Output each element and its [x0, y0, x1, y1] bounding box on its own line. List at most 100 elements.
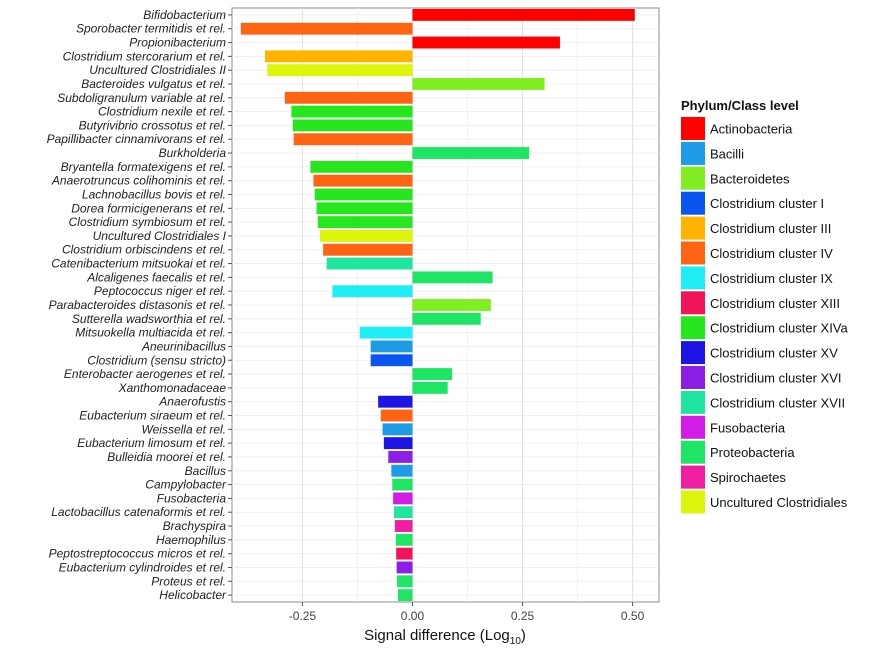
legend-swatch [681, 191, 705, 215]
y-tick-label: Bifidobacterium [143, 8, 226, 22]
bar [412, 312, 481, 325]
x-axis-label-subscript: 10 [510, 636, 522, 647]
bar [284, 91, 413, 104]
plot-panel [231, 7, 660, 603]
y-tick-label: Clostridium orbiscindens et rel. [62, 243, 226, 257]
bar [317, 216, 413, 229]
y-tick-label: Dorea formicigenerans et rel. [71, 201, 226, 215]
y-tick-label: Subdoligranulum variable at rel. [57, 91, 226, 105]
bar [313, 174, 413, 187]
bar [316, 202, 413, 215]
legend-label: Actinobacteria [710, 122, 793, 137]
y-tick-label: Bacillus [185, 464, 226, 478]
y-tick-label: Clostridium symbiosum et rel. [69, 215, 226, 229]
x-axis-label: Signal difference (Log10) [364, 627, 526, 647]
y-tick-label: Alcaligenes faecalis et rel. [86, 270, 226, 284]
bar [310, 160, 413, 173]
y-tick-label: Mitsuokella multiacida et rel. [75, 326, 226, 340]
y-tick-label: Clostridium nexile et rel. [98, 105, 226, 119]
y-tick-label: Butyrivibrio crossotus et rel. [79, 118, 226, 132]
legend-swatch [681, 316, 705, 340]
y-tick-label: Helicobacter [159, 588, 227, 602]
legend: Phylum/Class level Actinobacteria Bacilli… [681, 98, 849, 514]
bar [397, 589, 413, 602]
bar [388, 451, 413, 463]
bar [314, 188, 413, 201]
bar [393, 506, 413, 519]
y-tick-label: Haemophilus [156, 533, 226, 547]
y-tick-label: Lachnobacillus bovis et rel. [82, 187, 226, 201]
bar [412, 78, 545, 90]
y-tick-label: Bryantella formatexigens et rel. [61, 160, 226, 174]
bar [265, 50, 413, 63]
y-tick-label: Papillibacter cinnamivorans et rel. [47, 132, 226, 146]
legend-swatch [681, 390, 705, 414]
y-tick-label: Bacteroides vulgatus et rel. [81, 77, 226, 91]
legend-label: Clostridium cluster IX [710, 271, 833, 286]
bar [323, 243, 413, 256]
legend-swatch [681, 117, 705, 140]
bar [293, 133, 413, 146]
bar [412, 299, 491, 311]
bar [359, 326, 413, 339]
legend-swatch [681, 166, 705, 190]
y-tick-label: Parabacteroides distasonis et rel. [49, 298, 226, 312]
y-tick-label: Eubacterium siraeum et rel. [79, 409, 226, 423]
bar [292, 119, 413, 132]
legend-label: Clostridium cluster I [710, 196, 824, 211]
bar [291, 105, 413, 118]
y-tick-label: Fusobacteria [157, 491, 227, 505]
legend-label: Bacilli [710, 146, 744, 161]
legend-items: Actinobacteria Bacilli Bacteroidetes Clostr… [681, 117, 849, 514]
bar [397, 575, 413, 588]
bar [240, 22, 413, 35]
x-axis-label-text: Signal difference (Log [364, 627, 510, 644]
legend-swatch [681, 341, 705, 365]
bar [412, 368, 453, 381]
bar [382, 423, 413, 436]
bar [412, 381, 448, 394]
legend-swatch [681, 490, 705, 514]
bar [267, 64, 413, 77]
legend-title: Phylum/Class level [681, 98, 799, 113]
x-axis-label-close: ) [521, 627, 526, 644]
bar [332, 285, 413, 298]
legend-label: Clostridium cluster XV [710, 346, 838, 361]
bar [412, 8, 635, 21]
x-axis-ticks: -0.25 0.00 0.25 0.50 [289, 602, 645, 623]
bar [392, 478, 413, 491]
y-tick-label: Peptostreptococcus micros et rel. [49, 547, 226, 561]
bar [370, 354, 413, 367]
legend-swatch [681, 266, 705, 290]
y-tick-label: Burkholderia [159, 146, 227, 160]
bar [380, 409, 413, 422]
legend-label: Clostridium cluster XVI [710, 371, 841, 386]
legend-label: Bacteroidetes [710, 171, 790, 186]
legend-swatch [681, 141, 705, 165]
legend-label: Spirochaetes [710, 470, 786, 485]
legend-label: Proteobacteria [710, 445, 795, 460]
y-tick-label: Propionibacterium [129, 36, 226, 50]
y-tick-label: Brachyspira [163, 519, 227, 533]
bar [396, 561, 413, 574]
legend-swatch [681, 366, 705, 389]
bar [394, 520, 413, 532]
y-tick-label: Lactobacillus catenaformis et rel. [51, 505, 226, 519]
y-tick-label: Uncultured Clostridiales I [93, 229, 227, 243]
x-tick-label: 0.25 [511, 609, 535, 623]
legend-label: Clostridium cluster XIVa [710, 321, 849, 336]
bar [370, 340, 413, 353]
legend-swatch [681, 291, 705, 315]
x-tick-label: 0.50 [621, 609, 645, 623]
y-tick-label: Catenibacterium mitsuokai et rel. [51, 257, 226, 271]
bar [412, 36, 560, 49]
legend-swatch [681, 415, 705, 439]
bar [412, 147, 530, 159]
legend-label: Clostridium cluster IV [710, 246, 833, 261]
bar [393, 492, 413, 505]
bar [326, 257, 413, 270]
y-tick-label: Campylobacter [145, 478, 227, 492]
y-tick-label: Clostridium stercorarium et rel. [63, 49, 226, 63]
legend-swatch [681, 465, 705, 489]
